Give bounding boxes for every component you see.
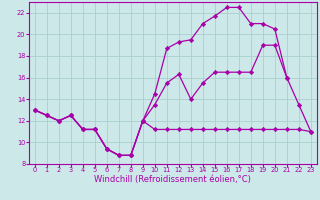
X-axis label: Windchill (Refroidissement éolien,°C): Windchill (Refroidissement éolien,°C) — [94, 175, 251, 184]
